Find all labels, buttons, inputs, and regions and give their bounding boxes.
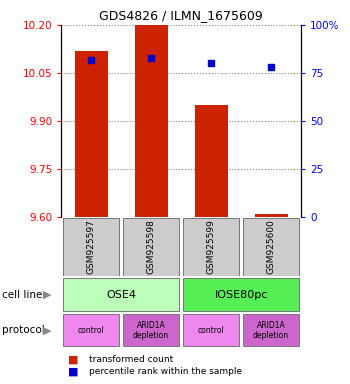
Text: protocol: protocol (2, 325, 44, 335)
Text: ▶: ▶ (43, 290, 51, 300)
Text: GSM925600: GSM925600 (267, 219, 275, 274)
Bar (63, 314, 119, 346)
Bar (63, 218, 119, 276)
Text: GSM925599: GSM925599 (206, 219, 216, 274)
Text: control: control (78, 326, 105, 335)
Bar (243, 314, 299, 346)
Bar (195, 105, 228, 217)
Bar (183, 278, 299, 311)
Text: control: control (198, 326, 224, 335)
Text: ■: ■ (68, 367, 79, 377)
Text: transformed count: transformed count (89, 355, 174, 364)
Text: OSE4: OSE4 (106, 290, 136, 300)
Title: GDS4826 / ILMN_1675609: GDS4826 / ILMN_1675609 (99, 9, 263, 22)
Bar (183, 218, 239, 276)
Bar (183, 314, 239, 346)
Bar (254, 214, 287, 217)
Text: ARID1A
depletion: ARID1A depletion (253, 321, 289, 340)
Text: ▶: ▶ (43, 325, 51, 335)
Bar (243, 218, 299, 276)
Bar (63, 278, 179, 311)
Text: GSM925597: GSM925597 (87, 219, 96, 274)
Text: ■: ■ (68, 355, 79, 365)
Bar (75, 51, 108, 217)
Text: GSM925598: GSM925598 (147, 219, 156, 274)
Bar (123, 218, 179, 276)
Bar (123, 314, 179, 346)
Bar (135, 25, 168, 217)
Text: percentile rank within the sample: percentile rank within the sample (89, 367, 242, 376)
Text: ARID1A
depletion: ARID1A depletion (133, 321, 169, 340)
Text: IOSE80pc: IOSE80pc (214, 290, 268, 300)
Text: cell line: cell line (2, 290, 42, 300)
